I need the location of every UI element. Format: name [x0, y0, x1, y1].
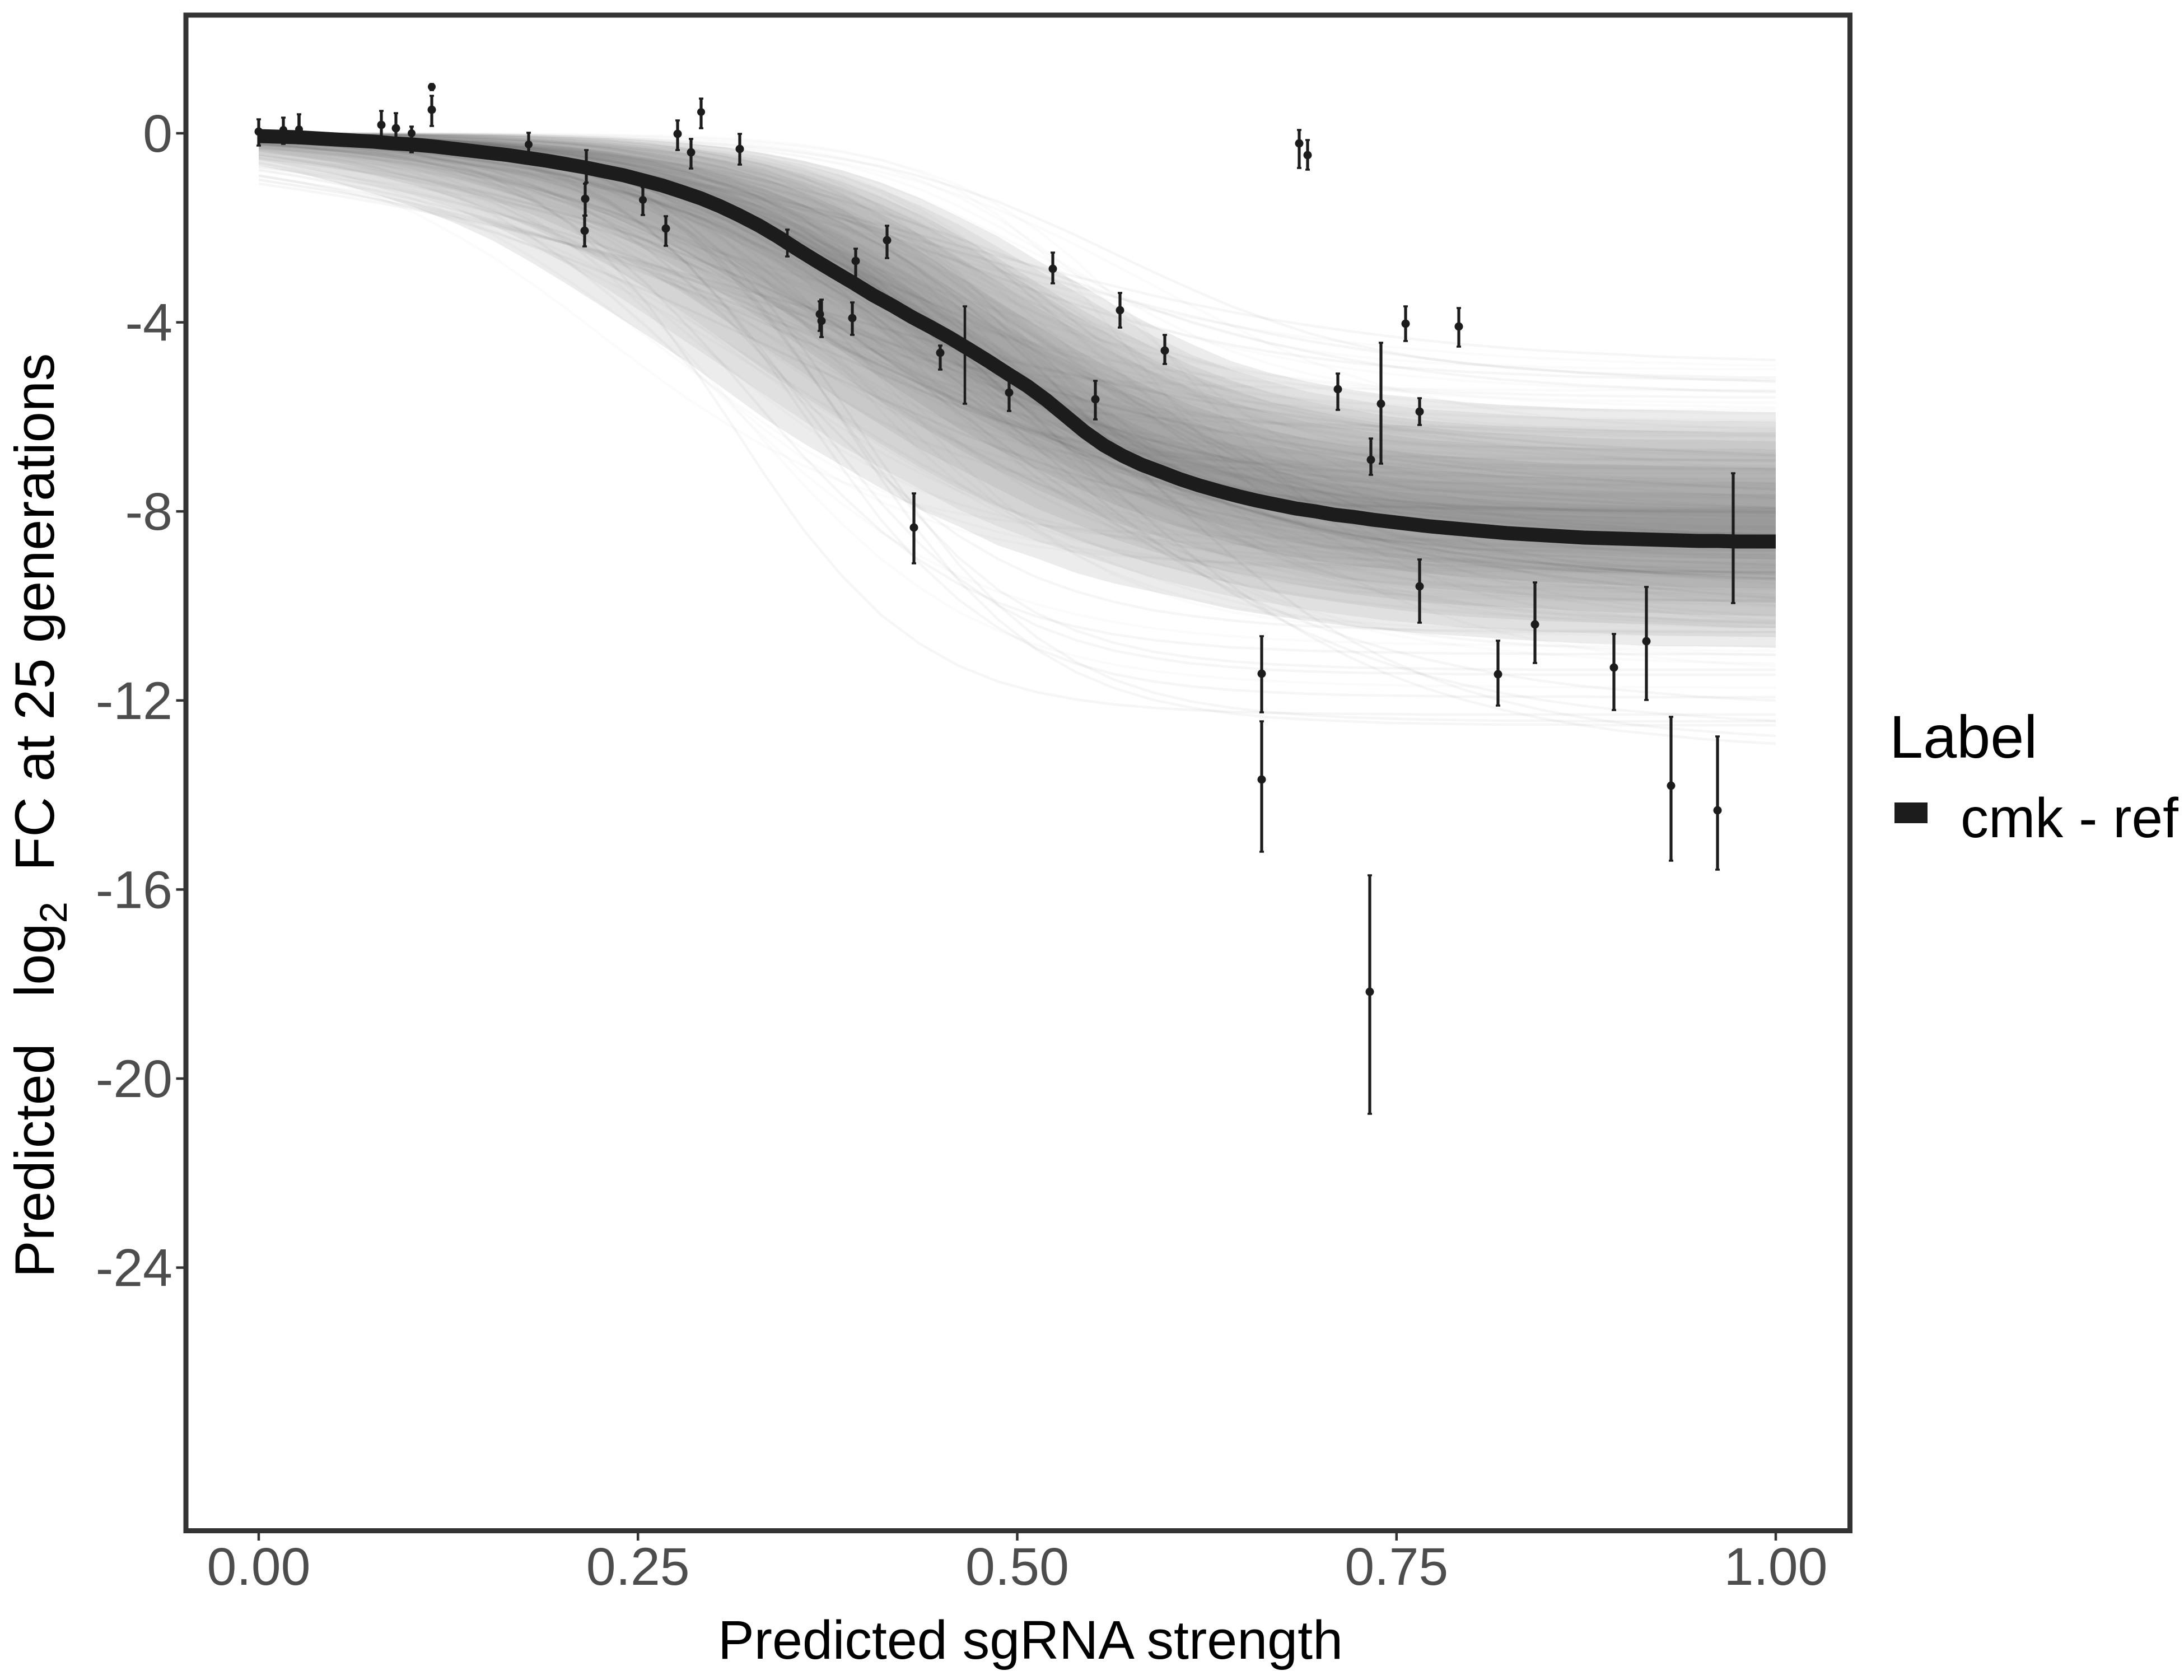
svg-text:-4: -4	[125, 293, 172, 353]
svg-text:1.00: 1.00	[1724, 1537, 1828, 1597]
svg-text:-16: -16	[96, 860, 172, 920]
svg-text:-20: -20	[96, 1049, 172, 1109]
svg-text:0.00: 0.00	[207, 1537, 311, 1597]
svg-text:0.25: 0.25	[586, 1537, 690, 1597]
svg-text:Predicted log2 FC at 25 gen: Predicted log2 FC at 25 generations	[3, 353, 75, 1278]
svg-text:0.75: 0.75	[1345, 1537, 1448, 1597]
svg-text:-12: -12	[96, 671, 172, 731]
svg-text:0: 0	[143, 104, 172, 164]
svg-text:0.50: 0.50	[965, 1537, 1069, 1597]
svg-text:-8: -8	[125, 482, 172, 542]
svg-text:cmk - ref: cmk - ref	[1961, 787, 2178, 850]
svg-text:Label: Label	[1889, 703, 2037, 771]
svg-text:Predicted sgRNA strength: Predicted sgRNA strength	[718, 1609, 1343, 1670]
svg-text:-24: -24	[96, 1239, 172, 1298]
